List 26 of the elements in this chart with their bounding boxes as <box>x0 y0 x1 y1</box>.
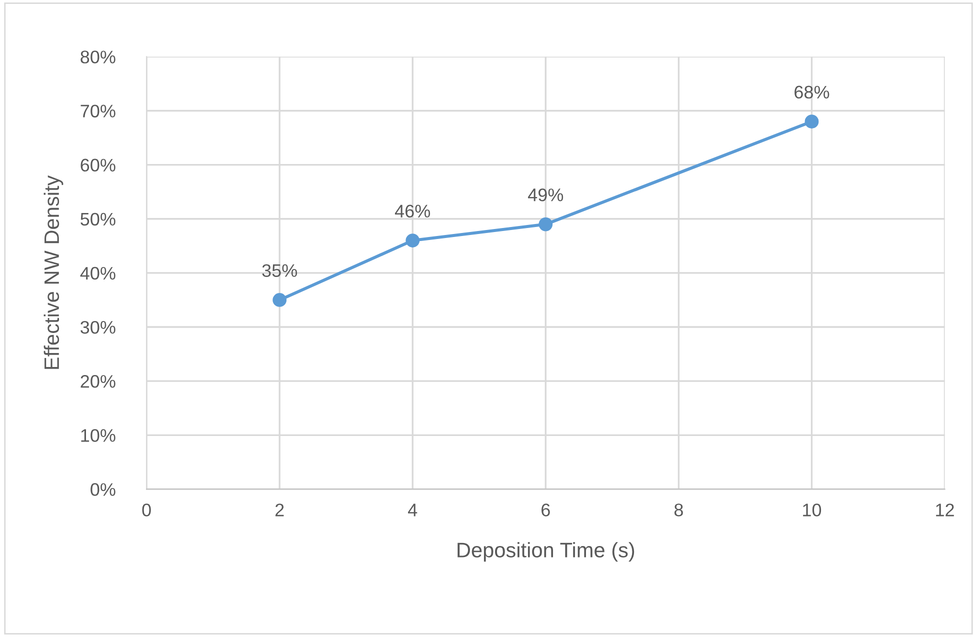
y-tick-label: 70% <box>80 104 116 118</box>
text: 35% <box>262 264 298 277</box>
point <box>272 293 287 307</box>
text: 46% <box>394 204 430 218</box>
text: 68% <box>794 86 830 99</box>
y-axis-title: Effective NW Density <box>44 175 64 369</box>
y-tick-label: 20% <box>80 375 116 388</box>
text: 49% <box>528 188 564 202</box>
y-tick-label: 80% <box>80 50 116 64</box>
point <box>406 234 420 248</box>
x-axis-title: Deposition Time (s) <box>458 542 634 562</box>
x-tick-label: 10 <box>803 504 822 516</box>
y-tick-label: 30% <box>80 320 116 334</box>
x-tick-label: 0 <box>142 504 151 516</box>
x-tick-label: 2 <box>275 504 284 516</box>
y-tick-label: 40% <box>80 266 116 280</box>
y-tick-label: 50% <box>80 212 116 226</box>
x-tick-label: 4 <box>408 504 418 516</box>
y-tick-label: 0% <box>90 483 116 496</box>
y-tick-label: 60% <box>80 158 116 172</box>
x-tick-label: 8 <box>674 504 683 516</box>
point <box>804 114 819 129</box>
point <box>538 217 553 232</box>
x-tick-label: 6 <box>542 504 550 516</box>
y-tick-label: 10% <box>81 429 116 442</box>
x-tick-label: 12 <box>936 504 954 516</box>
